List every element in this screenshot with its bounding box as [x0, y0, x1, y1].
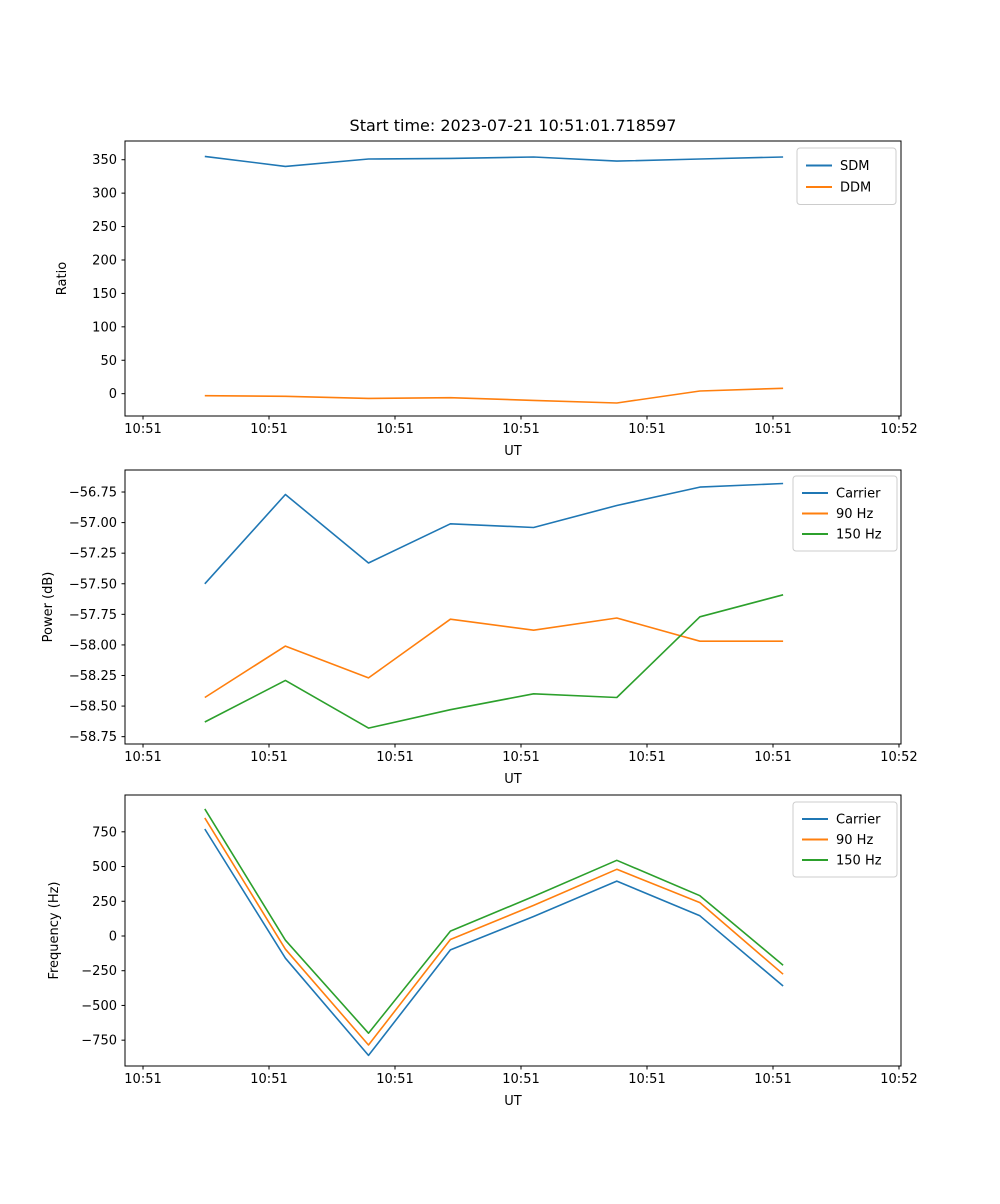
y-tick-label: 300 [92, 187, 117, 202]
x-tick-label: 10:51 [250, 750, 287, 765]
x-tick-label: 10:52 [880, 422, 917, 437]
y-tick-label: 200 [92, 253, 117, 268]
chart-power: 10:51 10:51 10:51 10:51 10:51 10:51 10:52 −58.7… [41, 469, 918, 787]
legend-label-carrier: Carrier [836, 487, 881, 502]
legend-label-carrier: Carrier [836, 813, 881, 828]
series-line-150-hz [204, 594, 784, 729]
y-tick-label: 250 [92, 220, 117, 235]
legend-label-90-hz: 90 Hz [836, 507, 873, 522]
legend-label-150-hz: 150 Hz [836, 854, 882, 869]
y-tick-label: 0 [109, 929, 117, 944]
x-tick-label: 10:51 [124, 1072, 161, 1087]
y-tick-label: −58.75 [69, 730, 117, 745]
legend-label-ddm: DDM [840, 181, 871, 196]
series-line-carrier [204, 482, 784, 585]
x-tick-label: 10:51 [502, 750, 539, 765]
x-axis-label: UT [504, 1094, 522, 1109]
x-tick-label: 10:51 [376, 1072, 413, 1087]
legend-label-90-hz: 90 Hz [836, 833, 873, 848]
plot-box [124, 140, 902, 417]
x-tick-label: 10:51 [250, 1072, 287, 1087]
legend-label-sdm: SDM [840, 159, 869, 174]
y-tick-label: −58.50 [69, 700, 117, 715]
y-tick-label: −58.00 [69, 638, 117, 653]
x-tick-label: 10:51 [502, 1072, 539, 1087]
y-tick-label: −500 [81, 999, 117, 1014]
y-tick-label: 500 [92, 860, 117, 875]
y-tick-label: −58.25 [69, 669, 117, 684]
figure-title: Start time: 2023-07-21 10:51:01.718597 [350, 116, 677, 135]
chart-ratio: 10:51 10:51 10:51 10:51 10:51 10:51 10:52 0 50 10… [55, 140, 918, 459]
x-tick-label: 10:51 [124, 422, 161, 437]
y-tick-label: 750 [92, 825, 117, 840]
x-axis-label: UT [504, 772, 522, 787]
legend-box [792, 475, 898, 552]
x-tick-label: 10:51 [754, 1072, 791, 1087]
y-axis-label: Frequency (Hz) [47, 881, 62, 979]
series-line-90-hz [204, 617, 784, 699]
series-line-ddm [204, 387, 784, 404]
y-tick-label: 350 [92, 153, 117, 168]
chart-frequency: 10:51 10:51 10:51 10:51 10:51 10:51 10:52 −750 −… [47, 794, 918, 1109]
x-tick-label: 10:51 [376, 422, 413, 437]
plot-box [124, 794, 902, 1067]
x-tick-label: 10:51 [628, 750, 665, 765]
y-tick-label: 50 [100, 354, 117, 369]
y-tick-label: 150 [92, 287, 117, 302]
x-tick-label: 10:51 [628, 422, 665, 437]
series-line-sdm [204, 155, 784, 168]
y-axis-label: Power (dB) [41, 572, 56, 643]
y-tick-label: −57.25 [69, 547, 117, 562]
y-tick-label: 100 [92, 320, 117, 335]
y-tick-label: 0 [109, 387, 117, 402]
plot-box [124, 469, 902, 745]
y-tick-label: 250 [92, 895, 117, 910]
x-tick-label: 10:51 [376, 750, 413, 765]
series-line-150-hz [204, 808, 784, 1034]
x-tick-label: 10:51 [754, 750, 791, 765]
y-tick-label: −56.75 [69, 486, 117, 501]
legend-box [796, 147, 897, 205]
x-axis-label: UT [504, 444, 522, 459]
y-tick-label: −750 [81, 1034, 117, 1049]
x-tick-label: 10:51 [250, 422, 287, 437]
x-tick-label: 10:52 [880, 750, 917, 765]
legend-box [792, 801, 898, 878]
y-tick-label: −57.00 [69, 516, 117, 531]
x-tick-label: 10:52 [880, 1072, 917, 1087]
y-tick-label: −57.75 [69, 608, 117, 623]
x-tick-label: 10:51 [754, 422, 791, 437]
y-axis-label: Ratio [55, 262, 70, 295]
y-tick-label: −250 [81, 964, 117, 979]
y-tick-label: −57.50 [69, 577, 117, 592]
x-tick-label: 10:51 [628, 1072, 665, 1087]
x-tick-label: 10:51 [502, 422, 539, 437]
series-line-90-hz [204, 817, 784, 1046]
x-tick-label: 10:51 [124, 750, 161, 765]
series-line-carrier [204, 828, 784, 1057]
legend-label-150-hz: 150 Hz [836, 528, 882, 543]
